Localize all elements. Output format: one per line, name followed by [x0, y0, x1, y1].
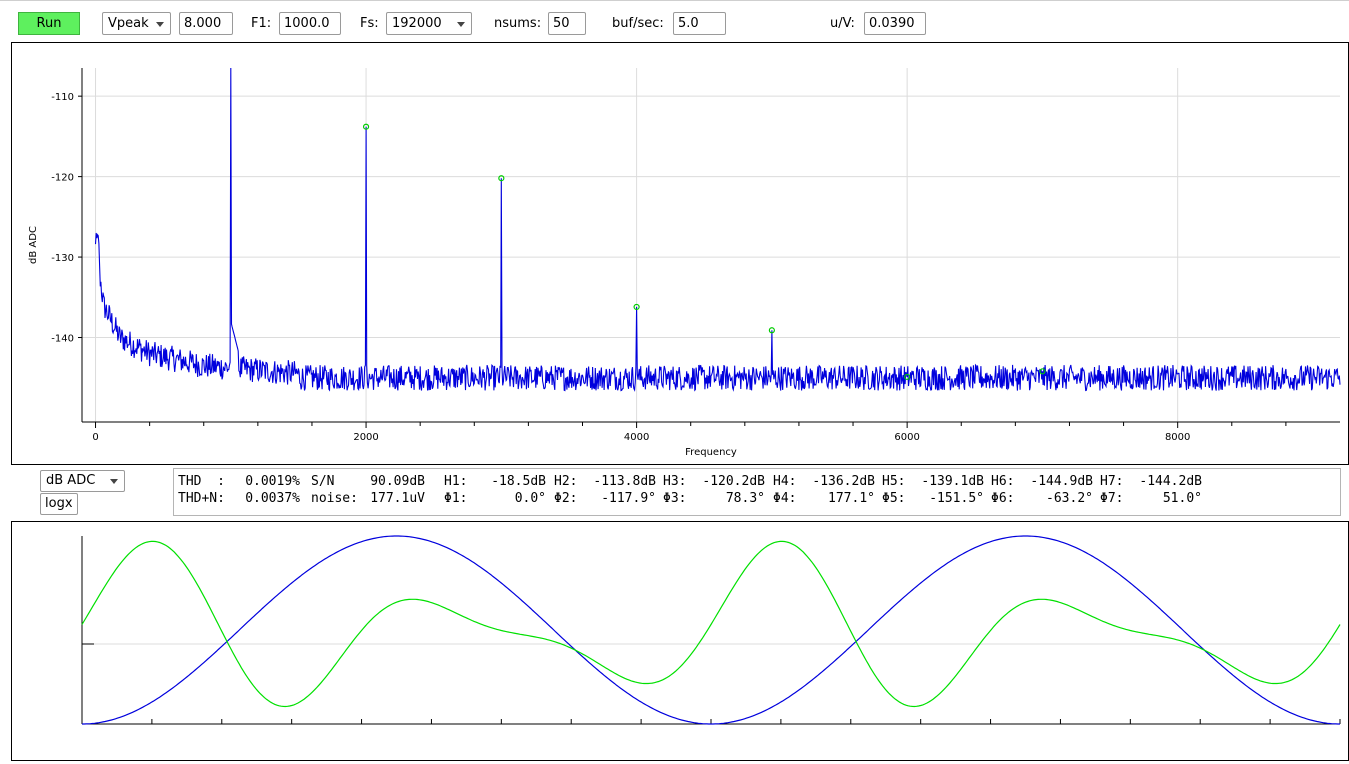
- x-axis-label: Frequency: [685, 447, 737, 458]
- stat-label: Φ5:: [882, 491, 906, 506]
- x-tick-label: 4000: [624, 432, 649, 443]
- uv-label: u/V:: [830, 16, 855, 31]
- waveform-plot-panel[interactable]: [11, 521, 1349, 761]
- chevron-down-icon: [110, 479, 118, 484]
- stat-label: H1:: [444, 474, 468, 489]
- stat-label: THD+N:: [178, 491, 225, 506]
- unit-select[interactable]: dB ADC: [40, 470, 125, 492]
- stat-value: -113.8dB: [593, 474, 656, 489]
- bufsec-field[interactable]: 5.0: [673, 12, 726, 35]
- f1-label: F1:: [251, 16, 272, 31]
- mode-select[interactable]: Vpeak: [102, 12, 171, 35]
- y-tick-label: -110: [51, 92, 74, 103]
- waveform-plot[interactable]: [12, 522, 1348, 760]
- stat-value: 177.1uV: [370, 491, 425, 506]
- stat-label: noise:: [311, 491, 358, 506]
- stat-value: 0.0°: [514, 491, 546, 506]
- stats-panel: THD : 0.0019% S/N 90.09dB H1: -18.5dB H2: -113.…: [173, 468, 1341, 516]
- logx-button[interactable]: logx: [40, 493, 78, 515]
- y-tick-label: -130: [51, 253, 74, 264]
- nsums-field[interactable]: 50: [548, 12, 586, 35]
- stat-label: H2:: [554, 474, 578, 489]
- harmonic-marker: [633, 303, 640, 311]
- bufsec-label: buf/sec:: [612, 16, 664, 31]
- stat-label: Φ7:: [1100, 491, 1124, 506]
- stat-label: H4:: [773, 474, 797, 489]
- chevron-down-icon: [457, 22, 465, 27]
- stat-value: -139.1dB: [921, 474, 984, 489]
- harmonic-marker: [768, 327, 775, 334]
- stats-row-thdn: THD+N: 0.0037% noise: 177.1uV Φ1: 0.0° Φ2: -117…: [178, 491, 1338, 507]
- fundamental-trace: [82, 535, 1340, 725]
- x-tick-label: 2000: [353, 432, 378, 443]
- harmonic-marker: [498, 175, 505, 182]
- stat-value: 90.09dB: [370, 474, 425, 489]
- stat-label: Φ4:: [773, 491, 797, 506]
- y-tick-label: -140: [51, 334, 74, 345]
- fs-label: Fs:: [360, 16, 379, 31]
- stats-row-thd: THD : 0.0019% S/N 90.09dB H1: -18.5dB H2: -113.…: [178, 474, 1338, 490]
- stat-value: -144.2dB: [1139, 474, 1202, 489]
- harmonic-marker: [362, 123, 370, 130]
- harmonic-marker: [1039, 368, 1046, 375]
- chevron-down-icon: [156, 22, 164, 27]
- stat-label: S/N: [311, 474, 335, 489]
- f1-field[interactable]: 1000.0: [279, 12, 341, 35]
- stat-value: -63.2°: [1046, 491, 1093, 506]
- fs-select[interactable]: 192000: [386, 12, 472, 35]
- stat-label: Φ2:: [554, 491, 578, 506]
- stat-value: -136.2dB: [812, 474, 875, 489]
- stat-label: H5:: [882, 474, 906, 489]
- amplitude-field[interactable]: 8.000: [179, 12, 233, 35]
- distortion-trace: [81, 540, 1341, 708]
- stat-value: -117.9°: [601, 491, 656, 506]
- stat-value: 51.0°: [1162, 491, 1202, 506]
- stat-label: Φ3:: [663, 491, 687, 506]
- x-tick-label: 6000: [894, 432, 919, 443]
- run-button[interactable]: Run: [18, 12, 80, 35]
- spectrum-trace: [94, 67, 1341, 392]
- x-tick-label: 0: [92, 432, 98, 443]
- fs-select-value: 192000: [392, 16, 442, 31]
- stat-value: 0.0019%: [245, 474, 300, 489]
- y-axis-label: dB ADC: [28, 226, 39, 264]
- stat-value: -144.9dB: [1030, 474, 1093, 489]
- unit-select-value: dB ADC: [46, 473, 96, 488]
- stat-label: Φ1:: [444, 491, 468, 506]
- uv-field[interactable]: 0.0390: [864, 12, 926, 35]
- spectrum-plot-panel[interactable]: 0 2000 4000 6000 8000 -110 -120 -130 -140 Frequen…: [11, 42, 1349, 465]
- x-tick-label: 8000: [1165, 432, 1190, 443]
- stat-label: THD :: [178, 474, 225, 489]
- stat-value: -120.2dB: [702, 474, 765, 489]
- y-tick-label: -120: [51, 173, 74, 184]
- spectrum-plot[interactable]: 0 2000 4000 6000 8000 -110 -120 -130 -140 Frequen…: [12, 43, 1348, 464]
- stat-value: -151.5°: [929, 491, 984, 506]
- top-border: [0, 0, 1349, 1]
- stat-value: 177.1°: [828, 491, 875, 506]
- stat-label: H6:: [991, 474, 1015, 489]
- stat-value: 0.0037%: [245, 491, 300, 506]
- stat-value: -18.5dB: [491, 474, 546, 489]
- mode-select-value: Vpeak: [108, 16, 149, 31]
- stat-label: Φ6:: [991, 491, 1015, 506]
- stat-value: 78.3°: [725, 491, 765, 506]
- stat-label: H7:: [1100, 474, 1124, 489]
- nsums-label: nsums:: [494, 16, 542, 31]
- harmonic-marker: [904, 373, 911, 381]
- stat-label: H3:: [663, 474, 687, 489]
